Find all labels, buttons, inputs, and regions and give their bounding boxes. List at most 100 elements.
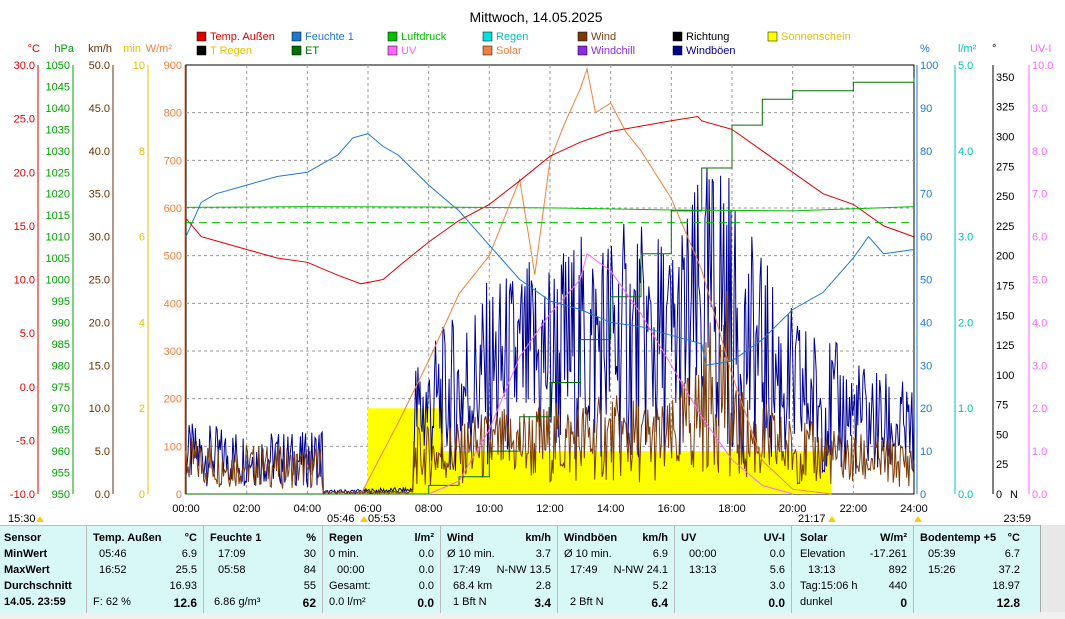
stats-solar-unit: W/m² [880, 532, 907, 544]
marker-left-time: 15:30 [8, 513, 36, 525]
legend-swatch [387, 31, 398, 42]
stats-hum-min-time: 17:09 [218, 548, 246, 560]
stats-uv-r3v: 3.0 [769, 580, 785, 592]
stats-uv-header: UV [681, 532, 697, 544]
plot-frame [185, 64, 915, 495]
stats-gust-r2-dir: N-NW 24.1 [613, 564, 668, 576]
marker-right-time: 23:59 [1003, 513, 1031, 525]
x-tick-label: 10:00 [476, 503, 504, 515]
axis-tick-right: 8.0 [1032, 146, 1047, 158]
series-luftdruck [185, 206, 915, 212]
axis-tick-left: 5.0 [95, 446, 110, 458]
axis-tick-right: 0 [920, 489, 926, 501]
x-tick-label: 24:00 [900, 503, 928, 515]
vertical-scrollbar[interactable] [1040, 525, 1065, 612]
axis-tick-right: 0.0 [1032, 489, 1047, 501]
stats-temp-avg: 16.93 [169, 580, 197, 592]
stats-wind-header: Wind [447, 532, 474, 544]
stats-soil-current: 12.8 [996, 596, 1020, 610]
axis-tick-right: 80 [920, 146, 932, 158]
axis-tick-left: 40.0 [89, 146, 110, 158]
stats-soil-r2: 15:26 [928, 564, 956, 576]
axis-tick-left: 985 [52, 339, 70, 351]
axis-unit-left: km/h [88, 43, 112, 55]
x-tick-label: 18:00 [718, 503, 746, 515]
stats-temp-min: 6.9 [181, 548, 197, 560]
axis-tick-left: -10.0 [10, 489, 35, 501]
stats-hum-header: Feuchte 1 [210, 532, 262, 544]
axis-tick-left: 0.0 [20, 382, 35, 394]
axis-tick-left: 50.0 [89, 60, 110, 72]
axis-tick-left: 400 [164, 298, 182, 310]
stats-soil-unit: °C [1007, 532, 1020, 544]
stats-rain-r3: Gesamt: [329, 580, 371, 592]
axis-tick-left: 800 [164, 108, 182, 120]
axis-tick-right: 9.0 [1032, 103, 1047, 115]
x-tick-label: 22:00 [840, 503, 868, 515]
axis-tick-right: 125 [996, 340, 1014, 352]
axis-tick-left: 1050 [46, 60, 70, 72]
axis-tick-right: 6.0 [1032, 232, 1047, 244]
axis-tick-right: 200 [996, 251, 1014, 263]
x-tick-label: 14:00 [597, 503, 625, 515]
axis-tick-left: 970 [52, 403, 70, 415]
axis-tick-right: 70 [920, 189, 932, 201]
axis-tick-left: 950 [52, 489, 70, 501]
axis-tick-left: 30.0 [89, 232, 110, 244]
axis-tick-left: 20.0 [89, 317, 110, 329]
stats-uv-current: 0.0 [768, 596, 785, 610]
marker-sunset: 21:17 [798, 513, 826, 525]
axis-tick-left: 975 [52, 382, 70, 394]
axis-tick-right: 0 [996, 489, 1002, 501]
axis-tick-left: 4 [139, 317, 145, 329]
legend-label: Solar [496, 45, 522, 57]
stats-gust-bft: 2 Bft N [570, 596, 604, 608]
stats-solar-r3: Tag:15:06 h [800, 580, 858, 592]
axis-tick-left: 700 [164, 155, 182, 167]
axis-tick-left: 0 [176, 489, 182, 501]
axis-tick-left: 15.0 [14, 221, 35, 233]
stats-hum-unit: % [306, 532, 316, 544]
legend-label: Luftdruck [401, 31, 447, 43]
axis-tick-right: 5.0 [1032, 275, 1047, 287]
series-et [186, 77, 915, 495]
stats-temp-current: 12.6 [173, 596, 197, 610]
stats-labels-column: Sensor MinWert MaxWert Durchschnitt 14.0… [0, 526, 87, 613]
stats-uv-r1v: 0.0 [769, 548, 785, 560]
legend-swatch [482, 31, 493, 42]
stats-temp-min-time: 05:46 [99, 548, 127, 560]
stats-uv-column: UV UV-I 00:00 0.0 13:13 5.6 3.0 0.0 [675, 526, 792, 613]
axis-tick-right: 60 [920, 232, 932, 244]
legend-swatch [767, 31, 778, 42]
axis-tick-left: 600 [164, 203, 182, 215]
stats-soil-r2v: 37.2 [998, 564, 1020, 576]
stats-temp-column: Temp. Außen °C 05:46 6.9 16:52 25.5 16.93 F… [87, 526, 204, 613]
legend-label: Wind [591, 31, 616, 43]
axis-tick-left: 2 [139, 403, 145, 415]
series-wind [185, 291, 915, 495]
legend-label: Temp. Außen [210, 31, 275, 43]
stats-wind-r2-dir: N-NW 13.5 [496, 564, 551, 576]
stats-wind-r1v: 3.7 [535, 548, 551, 560]
stats-rain-unit: l/m² [414, 532, 434, 544]
axis-tick-right: 7.0 [1032, 189, 1047, 201]
axis-tick-left: 30.0 [14, 60, 35, 72]
stats-gust-r1: Ø 10 min. [564, 548, 612, 560]
legend-label: Windchill [591, 45, 635, 57]
stats-gust-column: Windböen km/h Ø 10 min. 6.9 17:49 N-NW 24.1… [558, 526, 675, 613]
x-tick-label: 04:00 [294, 503, 322, 515]
stats-wind-r1: Ø 10 min. [447, 548, 495, 560]
legend-swatch [387, 45, 398, 56]
statistics-panel: Sensor MinWert MaxWert Durchschnitt 14.0… [0, 525, 1040, 613]
axis-tick-left: 900 [164, 60, 182, 72]
series-windben [185, 167, 915, 495]
axis-tick-right: 100 [996, 370, 1014, 382]
axis-tick-left: 1020 [46, 189, 70, 201]
axis-tick-left: 1000 [46, 275, 70, 287]
legend-swatch [672, 45, 683, 56]
legend: Temp. Außen Feuchte 1 Luftdruck Regen Wind Ri… [196, 31, 851, 57]
axis-tick-left: 300 [164, 346, 182, 358]
axis-tick-left: 6 [139, 232, 145, 244]
axis-tick-left: 10.0 [89, 403, 110, 415]
sun-arrow-right [914, 516, 922, 522]
